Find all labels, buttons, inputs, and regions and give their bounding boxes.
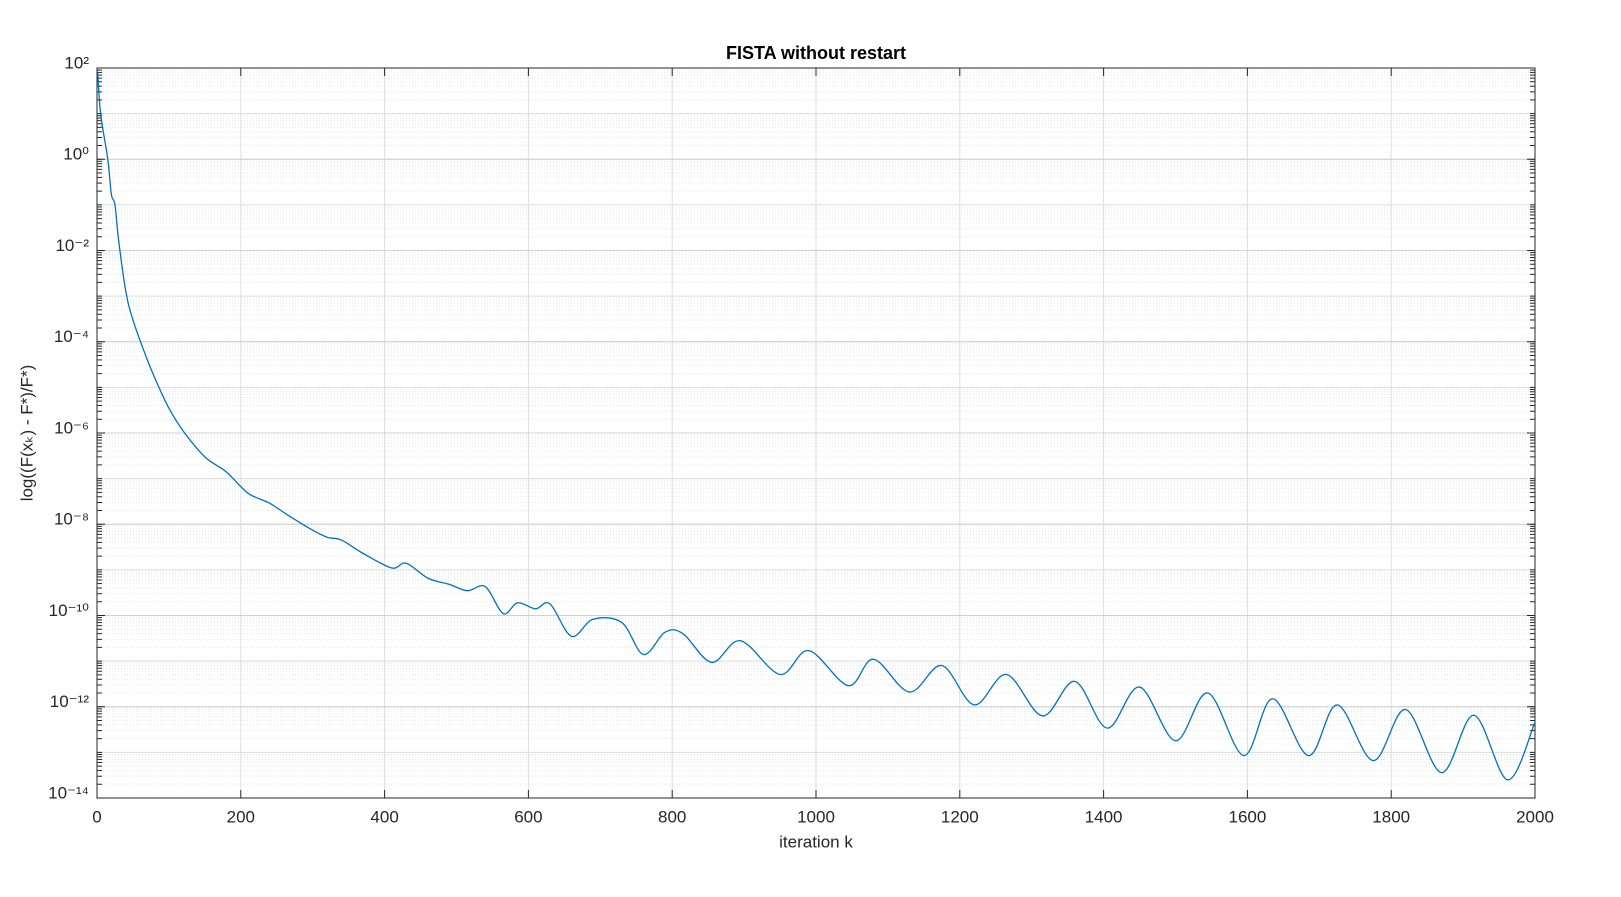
y-tick-label: 10⁻¹⁴ — [48, 783, 89, 802]
y-tick-label: 10⁻¹² — [50, 692, 90, 711]
x-axis-label: iteration k — [779, 832, 853, 851]
x-tick-label: 1200 — [941, 807, 979, 826]
y-tick-label: 10⁰ — [63, 145, 89, 164]
x-tick-label: 1800 — [1372, 807, 1410, 826]
y-tick-label: 10² — [64, 53, 89, 72]
x-tick-label: 1000 — [797, 807, 835, 826]
y-tick-label: 10⁻⁸ — [54, 510, 89, 529]
y-axis-label: log((F(xₖ) - F*)/F*) — [17, 365, 36, 502]
x-tick-label: 0 — [92, 807, 101, 826]
y-tick-label: 10⁻⁶ — [54, 418, 89, 437]
data-line — [97, 72, 1536, 781]
x-tick-label: 2000 — [1516, 807, 1554, 826]
x-tick-label: 600 — [514, 807, 542, 826]
axes-box — [96, 67, 1536, 799]
chart-title: FISTA without restart — [726, 43, 906, 63]
x-tick-label: 400 — [370, 807, 398, 826]
y-tick-label: 10⁻⁴ — [54, 327, 89, 346]
y-tick-label: 10⁻¹⁰ — [49, 601, 90, 620]
x-tick-label: 1600 — [1228, 807, 1266, 826]
y-tick-label: 10⁻² — [55, 236, 89, 255]
x-tick-label: 200 — [227, 807, 255, 826]
x-tick-label: 1400 — [1085, 807, 1123, 826]
x-tick-label: 800 — [658, 807, 686, 826]
